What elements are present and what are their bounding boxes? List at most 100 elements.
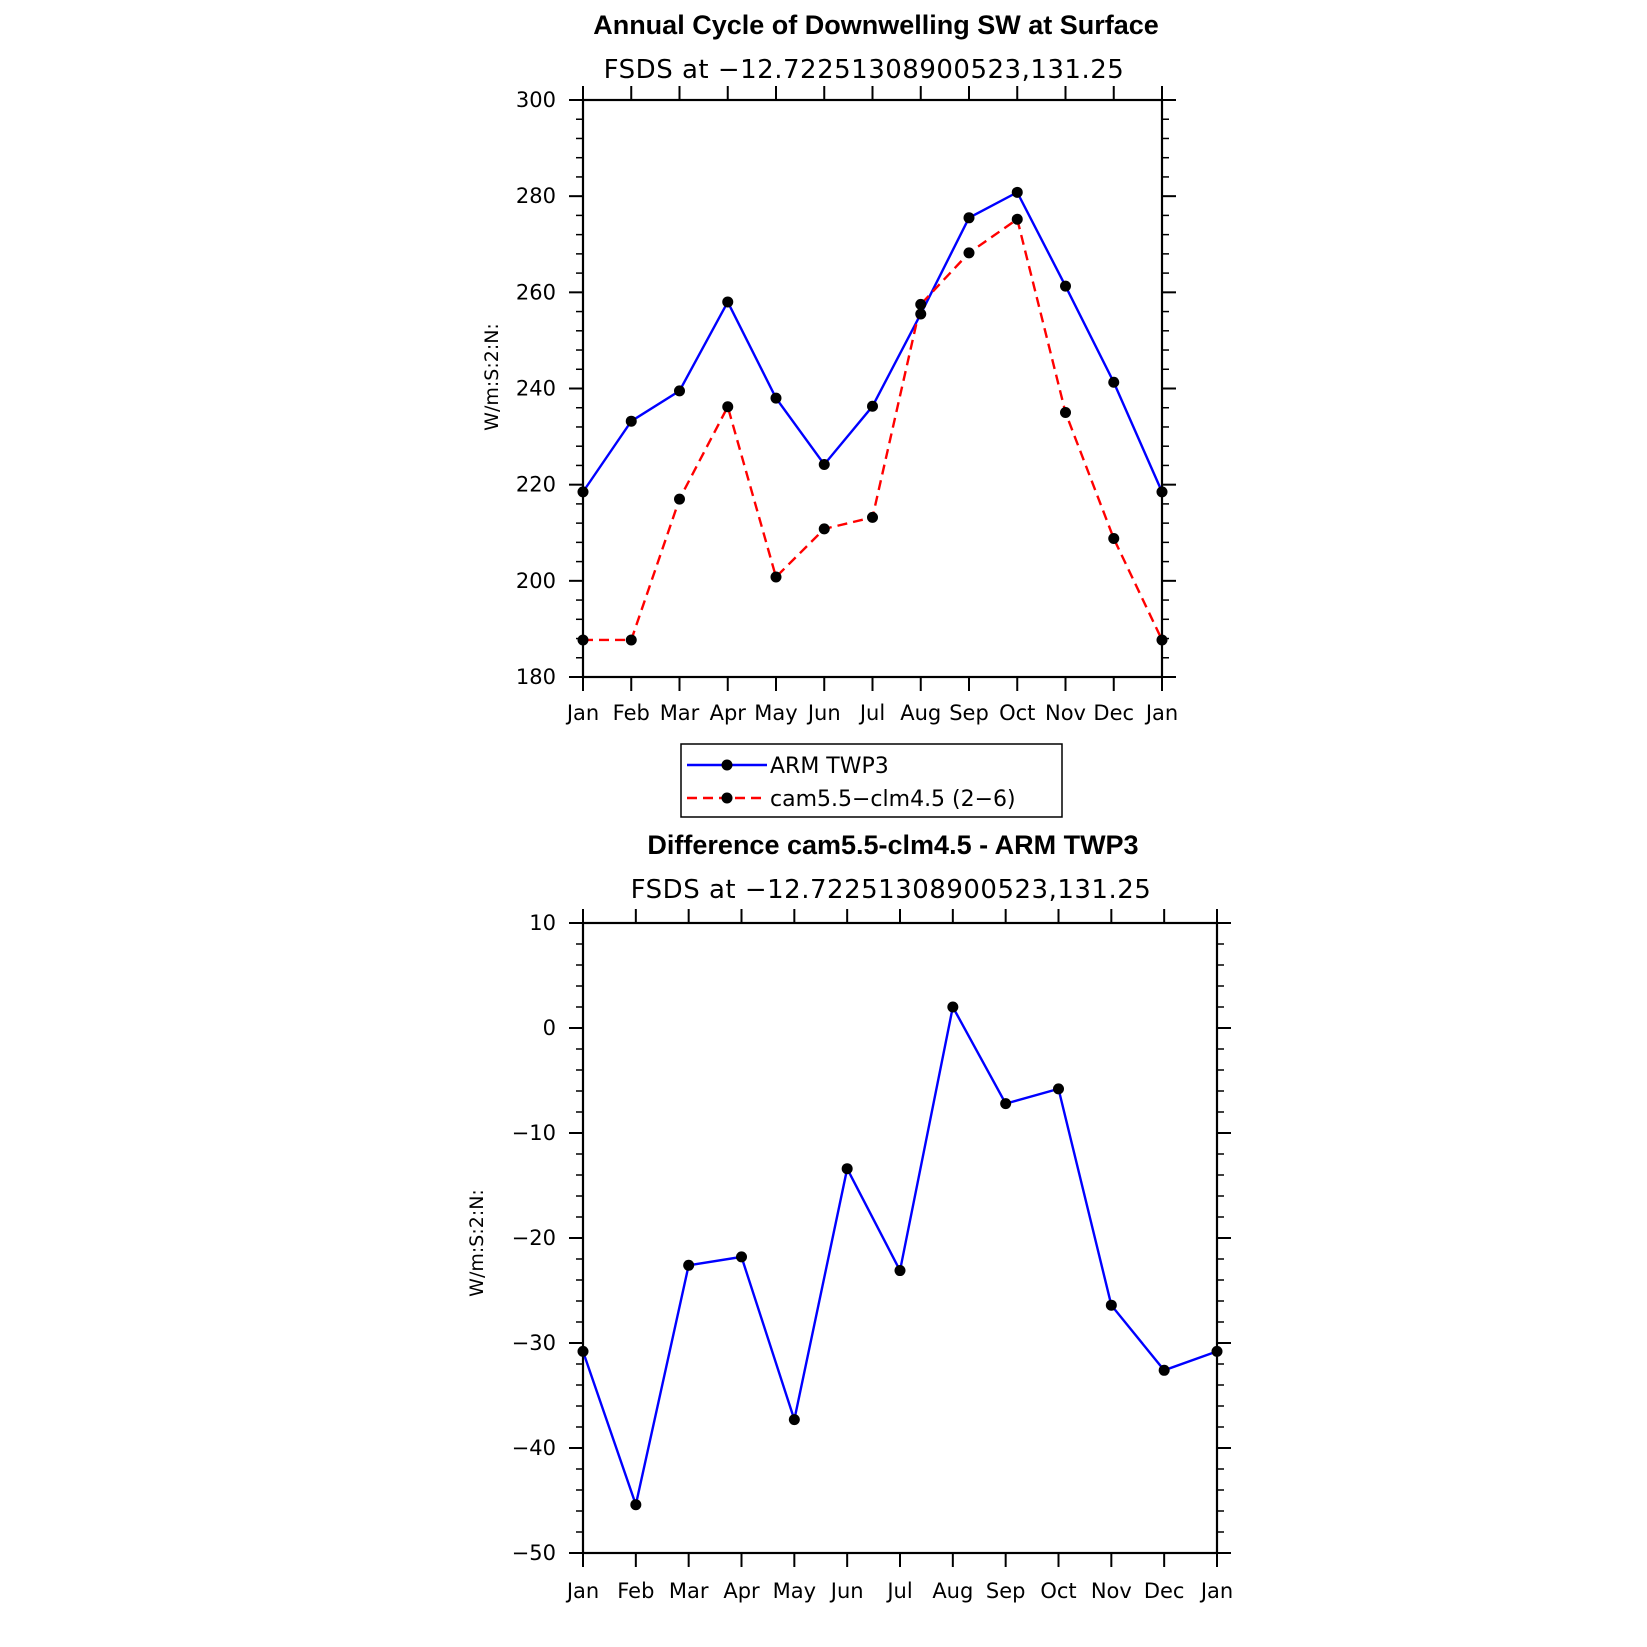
y-tick-label: 180	[516, 665, 556, 689]
data-point	[770, 571, 782, 583]
x-tick-label: Feb	[613, 701, 650, 725]
y-tick-label: −10	[512, 1121, 556, 1145]
plot-area: 180 200 220 240 260 280 300 Jan Feb Mar Apr May Jun J…	[516, 86, 1178, 725]
plot-frame	[581, 921, 1219, 1555]
chart-subtitle: FSDS at −12.72251308900523,131.25	[604, 55, 1125, 85]
legend-box	[680, 743, 1063, 818]
data-point	[577, 634, 589, 646]
x-tick-label: Jan	[565, 701, 599, 725]
data-point	[1011, 213, 1023, 225]
data-point	[770, 392, 782, 404]
annual-cycle-chart: Annual Cycle of Downwelling SW at Surfac…	[481, 10, 1178, 725]
legend-marker	[721, 759, 733, 771]
data-point	[788, 1414, 800, 1426]
x-tick-label: Jun	[806, 701, 841, 725]
x-tick-label: May	[754, 701, 797, 725]
data-point	[625, 634, 637, 646]
data-point	[1211, 1345, 1223, 1357]
x-tick-label: Nov	[1091, 1579, 1132, 1603]
legend: ARM TWP3 cam5.5−clm4.5 (2−6)	[680, 743, 1063, 818]
x-tick-label: Jul	[858, 701, 885, 725]
x-tick-label: Oct	[1040, 1579, 1076, 1603]
x-tick-label: Dec	[1093, 701, 1134, 725]
data-point	[915, 308, 927, 320]
chart-title: Annual Cycle of Downwelling SW at Surfac…	[593, 10, 1159, 40]
data-point	[818, 458, 830, 470]
data-point	[1158, 1364, 1170, 1376]
data-point	[674, 385, 685, 397]
y-tick-label: −20	[512, 1226, 556, 1250]
x-tick-label: Jun	[829, 1579, 864, 1603]
data-point	[1053, 1083, 1064, 1095]
x-tick-label: Jul	[885, 1579, 912, 1603]
x-tick-label: Jan	[1144, 701, 1178, 725]
plot-area: −50 −40 −30 −20 −10 0 10 Jan Feb Mar Apr May Jun Jul A…	[512, 909, 1233, 1603]
plot-frame	[581, 98, 1164, 679]
data-point	[683, 1259, 695, 1271]
legend-label: ARM TWP3	[770, 754, 889, 779]
data-point	[894, 1265, 906, 1277]
data-point	[674, 493, 685, 505]
x-tick-label: May	[773, 1579, 816, 1603]
x-tick-label: Sep	[949, 701, 989, 725]
y-axis-label: W/m:S:2:N:	[481, 323, 503, 431]
x-tick-label: Apr	[723, 1579, 760, 1603]
data-point	[577, 1345, 589, 1357]
x-tick-label: Aug	[900, 701, 941, 725]
x-tick-label: Oct	[999, 701, 1035, 725]
y-tick-label: 0	[543, 1016, 556, 1040]
data-point	[1108, 376, 1120, 388]
legend-label: cam5.5−clm4.5 (2−6)	[770, 787, 1016, 812]
data-point	[577, 486, 589, 498]
y-tick-label: −40	[512, 1436, 556, 1460]
y-tick-label: 200	[516, 569, 556, 593]
legend-marker	[721, 792, 733, 804]
y-tick-label: 240	[516, 377, 556, 401]
y-tick-label: 280	[516, 184, 556, 208]
x-tick-label: Feb	[617, 1579, 654, 1603]
data-point	[1156, 486, 1168, 498]
data-point	[722, 296, 734, 308]
x-tick-label: Aug	[932, 1579, 973, 1603]
x-tick-label: Dec	[1144, 1579, 1185, 1603]
difference-chart: Difference cam5.5-clm4.5 - ARM TWP3 FSDS…	[466, 830, 1233, 1603]
y-axis-label: W/m:S:2:N:	[466, 1189, 488, 1297]
chart-title: Difference cam5.5-clm4.5 - ARM TWP3	[647, 830, 1138, 860]
series-line	[583, 217, 1164, 642]
x-tick-label: Mar	[669, 1579, 709, 1603]
y-tick-label: −50	[512, 1541, 556, 1565]
data-point	[1000, 1098, 1012, 1110]
data-point	[867, 400, 878, 412]
y-tick-label: 10	[529, 911, 556, 935]
data-point	[630, 1499, 642, 1511]
data-point	[1011, 186, 1023, 198]
y-tick-label: 300	[516, 88, 556, 112]
data-point	[722, 401, 734, 413]
x-tick-label: Apr	[710, 701, 747, 725]
x-tick-label: Jan	[1199, 1579, 1233, 1603]
y-tick-label: 260	[516, 280, 556, 304]
data-point	[1060, 407, 1071, 419]
x-tick-label: Sep	[986, 1579, 1026, 1603]
data-point	[736, 1251, 747, 1263]
data-point	[915, 298, 927, 310]
data-point	[818, 523, 830, 535]
data-point	[841, 1163, 853, 1175]
x-tick-label: Nov	[1045, 701, 1086, 725]
data-point	[1108, 533, 1120, 545]
data-point	[867, 511, 878, 523]
data-point	[1156, 634, 1168, 646]
chart-subtitle: FSDS at −12.72251308900523,131.25	[631, 875, 1152, 905]
data-point	[963, 247, 975, 259]
data-point	[963, 212, 975, 224]
data-point	[1105, 1299, 1117, 1311]
data-point	[625, 415, 637, 427]
series-line	[581, 1003, 1218, 1510]
x-tick-label: Jan	[565, 1579, 599, 1603]
x-tick-label: Mar	[660, 701, 700, 725]
data-point	[1060, 280, 1071, 292]
data-point	[947, 1001, 959, 1013]
y-tick-label: 220	[516, 473, 556, 497]
y-tick-label: −30	[512, 1331, 556, 1355]
